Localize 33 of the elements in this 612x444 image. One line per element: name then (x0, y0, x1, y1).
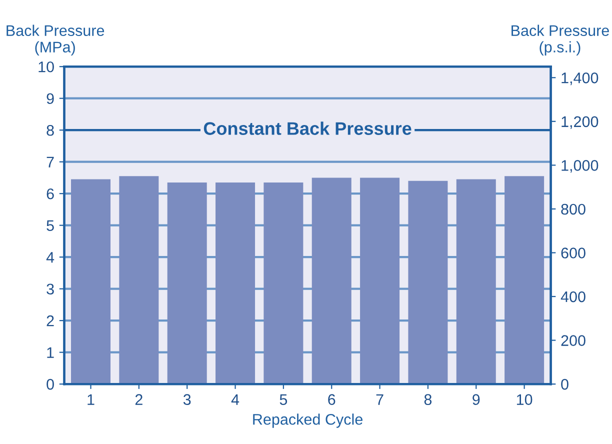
y-tick-label: 9 (46, 93, 54, 104)
y2-tick-label: 400 (560, 291, 586, 302)
y-tick-label: 1 (47, 347, 54, 358)
x-tick-label: 10 (516, 394, 532, 406)
x-tick-label: 1 (88, 394, 94, 405)
y2-tick-label: 200 (561, 335, 586, 346)
x-tick-label: 3 (183, 394, 191, 406)
y-tick-label: 2 (46, 315, 54, 326)
y2-tick-label: 1,200 (562, 116, 598, 129)
x-tick-label: 4 (231, 394, 240, 405)
y-tick-label: 10 (38, 61, 54, 72)
y2-tick-label: 0 (561, 378, 568, 390)
y2-tick-label: 600 (561, 248, 586, 258)
y-tick-label: 0 (46, 378, 54, 390)
x-tick-label: 8 (424, 394, 432, 406)
ref-line-label: Constant Back Pressure (204, 122, 412, 135)
x-tick-label: 7 (376, 394, 384, 405)
y-axis-title: Back Pressure (MPa) (6, 24, 104, 56)
x-axis-title: Repacked Cycle (253, 414, 362, 428)
x-tick-label: 6 (328, 394, 336, 406)
y2-tick-label: 800 (561, 204, 586, 215)
y-tick-label: 3 (46, 284, 54, 295)
x-tick-label: 9 (472, 394, 480, 406)
x-tick-label: 5 (280, 394, 288, 406)
y-tick-label: 6 (46, 188, 54, 200)
y-tick-label: 7 (46, 156, 54, 168)
y2-axis-title: Back Pressure (p.s.i.) (512, 24, 609, 56)
y-tick-label: 5 (46, 220, 54, 232)
y-tick-label: 8 (46, 124, 54, 136)
y2-tick-label: 1,400 (562, 72, 598, 86)
y-tick-label: 4 (46, 252, 54, 263)
x-tick-label: 2 (135, 394, 142, 405)
y2-tick-label: 1,000 (562, 160, 598, 173)
